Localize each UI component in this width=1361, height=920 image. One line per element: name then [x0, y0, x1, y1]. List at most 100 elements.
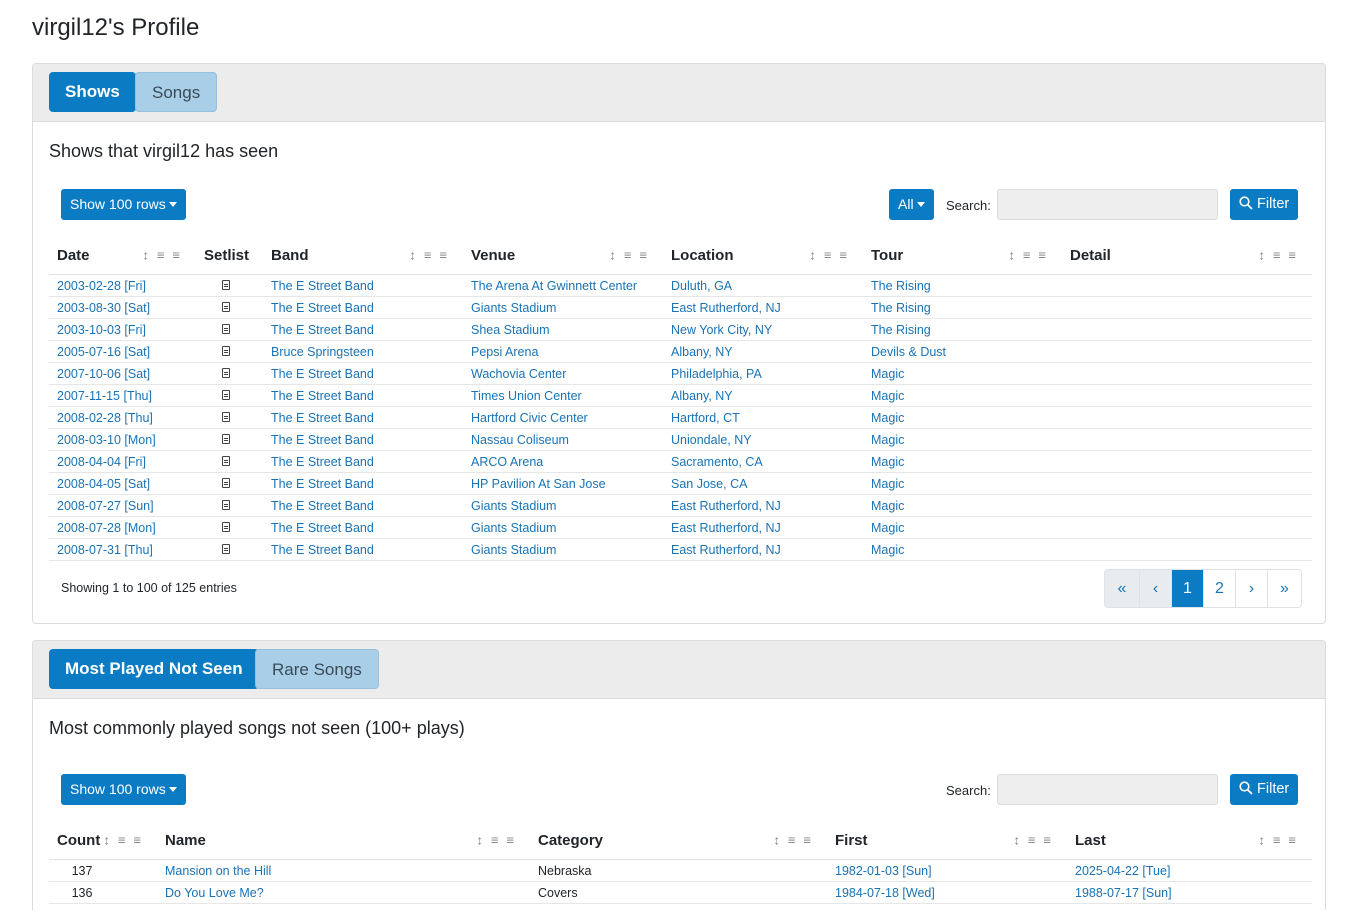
tour-link[interactable]: Magic [871, 476, 905, 491]
file-text-icon[interactable] [221, 411, 230, 422]
song-name-link[interactable]: Mansion on the Hill [165, 863, 272, 878]
file-text-icon[interactable] [221, 389, 230, 400]
band-link[interactable]: The E Street Band [271, 278, 374, 293]
column-header-tour[interactable]: Tour ↕≡≡ [863, 236, 1062, 275]
location-link[interactable]: Albany, NY [671, 344, 733, 359]
column-menu-icon[interactable]: ≡ [639, 247, 655, 263]
file-text-icon[interactable] [221, 279, 230, 290]
tour-link[interactable]: Magic [871, 410, 905, 425]
file-text-icon[interactable] [221, 521, 230, 532]
column-menu-icon[interactable]: ≡ [1038, 247, 1054, 263]
location-link[interactable]: Philadelphia, PA [671, 366, 762, 381]
location-link[interactable]: New York City, NY [671, 322, 773, 337]
show-date-link[interactable]: 2008-04-04 [Fri] [57, 454, 146, 469]
column-menu-icon[interactable]: ≡ [133, 832, 149, 848]
sort-icon[interactable]: ↕≡ [773, 832, 804, 848]
first-played-link[interactable]: 1984-07-18 [Wed] [835, 885, 935, 900]
file-text-icon[interactable] [221, 477, 230, 488]
location-link[interactable]: East Rutherford, NJ [671, 520, 781, 535]
show-date-link[interactable]: 2008-07-31 [Thu] [57, 542, 153, 557]
sort-icon[interactable]: ↕≡ [1258, 247, 1289, 263]
file-text-icon[interactable] [221, 543, 230, 554]
search-input[interactable] [997, 189, 1218, 220]
location-link[interactable]: East Rutherford, NJ [671, 542, 781, 557]
show-date-link[interactable]: 2007-11-15 [Thu] [57, 388, 152, 403]
column-menu-icon[interactable]: ≡ [1288, 247, 1304, 263]
filter-button[interactable]: Filter [1230, 189, 1299, 220]
column-header-detail[interactable]: Detail ↕≡≡ [1062, 236, 1312, 275]
column-header-name[interactable]: Name ↕≡≡ [157, 821, 530, 860]
show-date-link[interactable]: 2003-10-03 [Fri] [57, 322, 146, 337]
show-date-link[interactable]: 2008-02-28 [Thu] [57, 410, 153, 425]
location-link[interactable]: East Rutherford, NJ [671, 300, 781, 315]
all-filter-button[interactable]: All [889, 189, 934, 220]
column-header-first[interactable]: First ↕≡≡ [827, 821, 1067, 860]
band-link[interactable]: The E Street Band [271, 520, 374, 535]
venue-link[interactable]: Pepsi Arena [471, 344, 539, 359]
sort-icon[interactable]: ↕≡ [1008, 247, 1039, 263]
venue-link[interactable]: Giants Stadium [471, 498, 557, 513]
venue-link[interactable]: Giants Stadium [471, 300, 557, 315]
column-menu-icon[interactable]: ≡ [1043, 832, 1059, 848]
band-link[interactable]: The E Street Band [271, 366, 374, 381]
song-name-link[interactable]: Do You Love Me? [165, 885, 264, 900]
venue-link[interactable]: Giants Stadium [471, 520, 557, 535]
show-date-link[interactable]: 2003-08-30 [Sat] [57, 300, 151, 315]
tab-shows[interactable]: Shows [49, 72, 136, 112]
location-link[interactable]: Uniondale, NY [671, 432, 752, 447]
column-header-category[interactable]: Category ↕≡≡ [530, 821, 827, 860]
tour-link[interactable]: The Rising [871, 322, 931, 337]
band-link[interactable]: The E Street Band [271, 476, 374, 491]
sort-icon[interactable]: ↕≡ [142, 247, 173, 263]
tour-link[interactable]: Magic [871, 366, 905, 381]
tour-link[interactable]: Magic [871, 454, 905, 469]
pagination-last[interactable]: » [1267, 570, 1301, 607]
column-header-date[interactable]: Date ↕≡≡ [49, 236, 196, 275]
sort-icon[interactable]: ↕≡ [1013, 832, 1044, 848]
venue-link[interactable]: ARCO Arena [471, 454, 544, 469]
column-menu-icon[interactable]: ≡ [172, 247, 188, 263]
band-link[interactable]: The E Street Band [271, 542, 374, 557]
show-date-link[interactable]: 2008-03-10 [Mon] [57, 432, 156, 447]
file-text-icon[interactable] [221, 345, 230, 356]
pagination-prev[interactable]: ‹ [1139, 570, 1171, 607]
column-menu-icon[interactable]: ≡ [1288, 832, 1304, 848]
venue-link[interactable]: Hartford Civic Center [471, 410, 588, 425]
search-input[interactable] [997, 774, 1218, 805]
band-link[interactable]: Bruce Springsteen [271, 344, 374, 359]
band-link[interactable]: The E Street Band [271, 432, 374, 447]
column-menu-icon[interactable]: ≡ [839, 247, 855, 263]
last-played-link[interactable]: 1988-07-17 [Sun] [1075, 885, 1172, 900]
first-played-link[interactable]: 1982-01-03 [Sun] [835, 863, 932, 878]
band-link[interactable]: The E Street Band [271, 388, 374, 403]
location-link[interactable]: Albany, NY [671, 388, 733, 403]
location-link[interactable]: Duluth, GA [671, 278, 733, 293]
tour-link[interactable]: Devils & Dust [871, 344, 947, 359]
sort-icon[interactable]: ↕≡ [609, 247, 640, 263]
show-date-link[interactable]: 2008-04-05 [Sat] [57, 476, 151, 491]
pagination-next[interactable]: › [1235, 570, 1267, 607]
tour-link[interactable]: Magic [871, 432, 905, 447]
show-date-link[interactable]: 2005-07-16 [Sat] [57, 344, 151, 359]
column-header-band[interactable]: Band ↕≡≡ [263, 236, 463, 275]
show-date-link[interactable]: 2007-10-06 [Sat] [57, 366, 151, 381]
show-date-link[interactable]: 2008-07-27 [Sun] [57, 498, 154, 513]
location-link[interactable]: Sacramento, CA [671, 454, 763, 469]
venue-link[interactable]: Shea Stadium [471, 322, 550, 337]
venue-link[interactable]: HP Pavilion At San Jose [471, 476, 606, 491]
file-text-icon[interactable] [221, 367, 230, 378]
tour-link[interactable]: Magic [871, 520, 905, 535]
column-menu-icon[interactable]: ≡ [439, 247, 455, 263]
sort-icon[interactable]: ↕≡ [409, 247, 440, 263]
location-link[interactable]: Hartford, CT [671, 410, 740, 425]
column-header-venue[interactable]: Venue ↕≡≡ [463, 236, 663, 275]
column-header-location[interactable]: Location ↕≡≡ [663, 236, 863, 275]
show-rows-button[interactable]: Show 100 rows [61, 774, 186, 805]
file-text-icon[interactable] [221, 455, 230, 466]
file-text-icon[interactable] [221, 301, 230, 312]
sort-icon[interactable]: ↕≡ [476, 832, 507, 848]
file-text-icon[interactable] [221, 433, 230, 444]
pagination-page-1[interactable]: 1 [1171, 570, 1203, 607]
filter-button[interactable]: Filter [1230, 774, 1299, 805]
tab-most-played-not-seen[interactable]: Most Played Not Seen [49, 649, 259, 689]
